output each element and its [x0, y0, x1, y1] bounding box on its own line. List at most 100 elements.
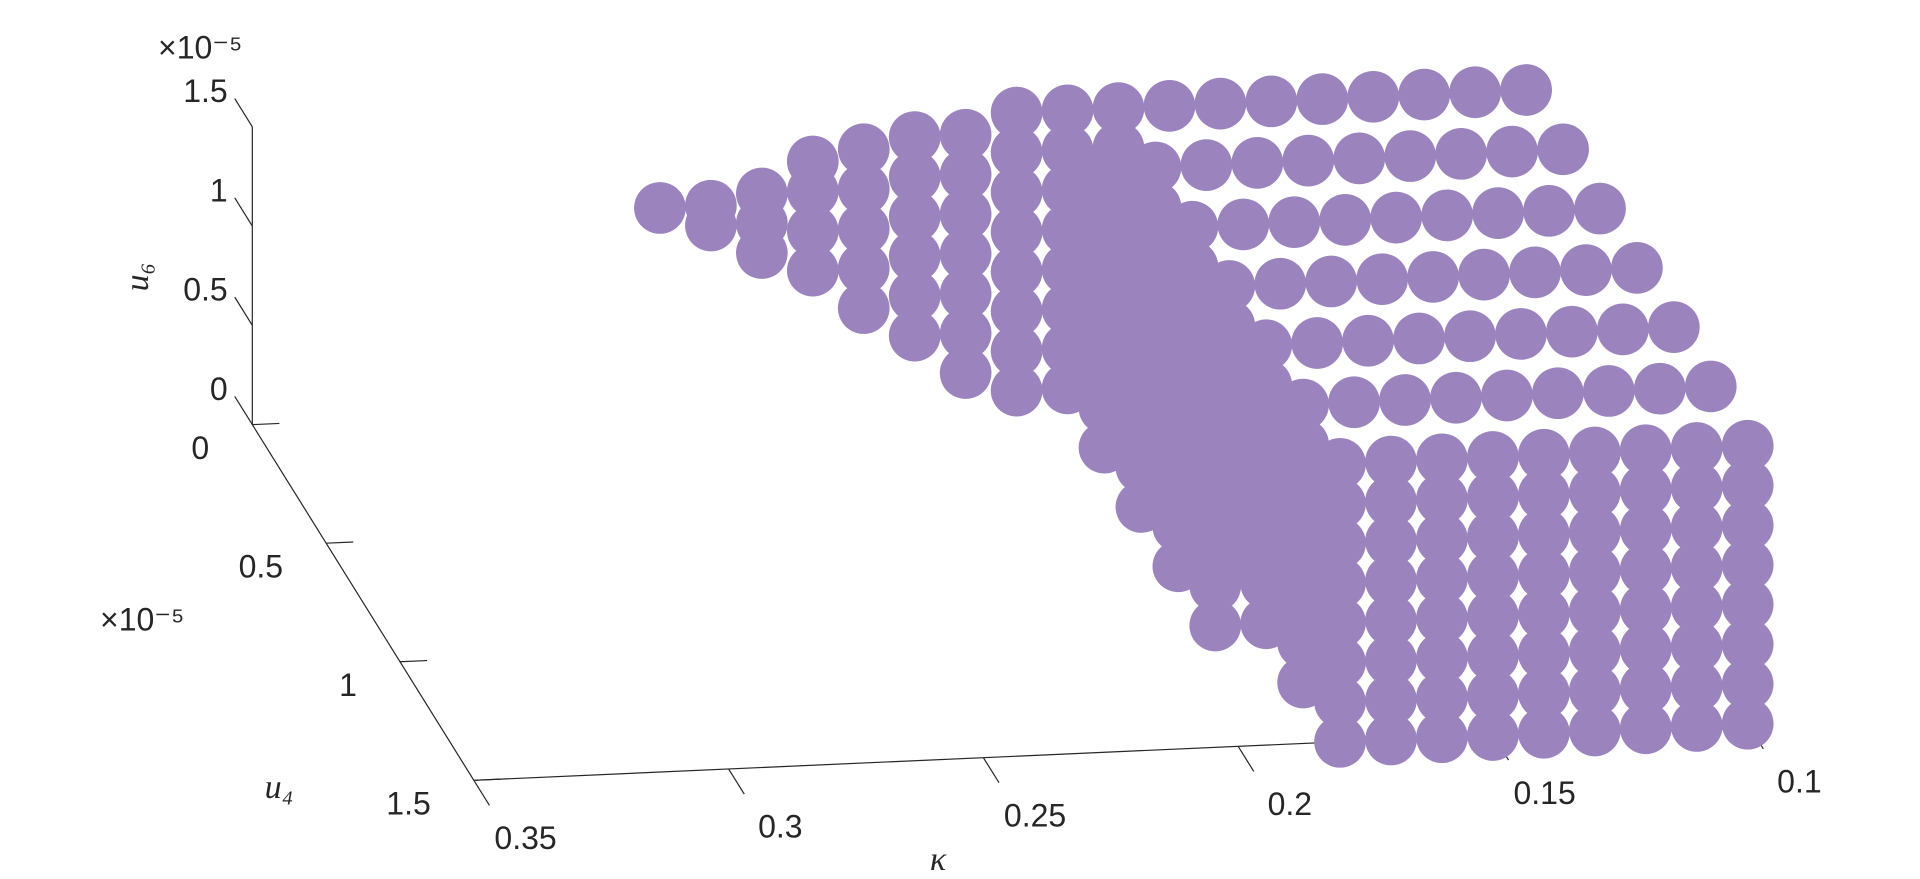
- point: [1314, 596, 1366, 649]
- y-multiplier: ×10⁻⁵: [100, 601, 184, 637]
- point: [1416, 473, 1468, 525]
- point: [1333, 132, 1386, 185]
- point: [1670, 620, 1723, 673]
- point: [1189, 401, 1242, 453]
- point: [1633, 362, 1686, 415]
- point: [939, 188, 992, 241]
- point: [1568, 625, 1621, 677]
- point: [1041, 84, 1094, 137]
- point: [990, 245, 1043, 298]
- point: [1189, 599, 1242, 652]
- point: [1495, 308, 1547, 360]
- point: [1314, 676, 1366, 728]
- point: [1314, 557, 1366, 609]
- point: [1518, 587, 1570, 640]
- point: [1444, 310, 1496, 363]
- point: [1416, 512, 1468, 565]
- point: [1277, 378, 1329, 431]
- point: [1189, 480, 1242, 533]
- point: [888, 309, 941, 362]
- point: [1342, 314, 1394, 367]
- x-tick-label: 0.15: [1513, 775, 1575, 811]
- point: [1619, 702, 1672, 755]
- point: [786, 205, 839, 257]
- point: [1296, 73, 1349, 125]
- y-tick-label: 0.5: [239, 548, 283, 584]
- point: [990, 86, 1043, 139]
- z-tick: [234, 197, 253, 227]
- point: [1416, 711, 1468, 764]
- point: [888, 111, 941, 163]
- point: [1611, 242, 1663, 294]
- point: [1365, 634, 1417, 686]
- point: [1721, 697, 1774, 750]
- point: [837, 282, 890, 334]
- point: [1670, 422, 1723, 474]
- point: [1314, 636, 1366, 689]
- point: [1523, 184, 1575, 237]
- point: [1648, 301, 1700, 353]
- x-tick: [473, 779, 490, 806]
- point: [1180, 139, 1233, 191]
- point: [1481, 369, 1533, 422]
- z-tick: [234, 98, 253, 128]
- point: [1518, 667, 1570, 719]
- z-tick-label: 0: [210, 371, 228, 407]
- point: [990, 166, 1043, 218]
- point: [1416, 632, 1468, 684]
- point: [939, 307, 992, 360]
- point: [1467, 669, 1519, 722]
- point: [939, 148, 992, 201]
- point: [888, 270, 941, 322]
- point: [1518, 468, 1570, 521]
- point: [1240, 319, 1293, 372]
- y-tick: [252, 422, 280, 426]
- point: [1568, 585, 1621, 638]
- point: [939, 267, 992, 320]
- x-tick-label: 0.2: [1268, 786, 1312, 822]
- point: [1291, 317, 1344, 369]
- point: [837, 242, 890, 295]
- point: [1597, 303, 1649, 356]
- point: [1254, 257, 1307, 310]
- point: [1245, 75, 1298, 128]
- point: [837, 123, 890, 176]
- point: [1314, 517, 1366, 570]
- point: [1217, 198, 1270, 251]
- point: [1189, 361, 1242, 414]
- point: [1721, 658, 1774, 710]
- point: [1092, 82, 1145, 134]
- point: [1449, 66, 1502, 119]
- point: [990, 126, 1043, 179]
- point: [837, 163, 890, 215]
- point: [1458, 248, 1510, 301]
- point: [1393, 312, 1445, 365]
- point: [685, 179, 737, 232]
- point: [1365, 554, 1417, 607]
- point: [1472, 187, 1524, 239]
- point: [1370, 191, 1423, 244]
- point: [1721, 538, 1774, 591]
- point: [1518, 627, 1570, 680]
- point: [1115, 203, 1168, 255]
- z-multiplier: ×10⁻⁵: [158, 29, 242, 65]
- point: [1129, 141, 1182, 194]
- point: [939, 108, 992, 161]
- point: [786, 244, 839, 297]
- point: [1619, 543, 1672, 596]
- point: [1574, 182, 1626, 235]
- point: [1546, 305, 1598, 358]
- point: [1365, 713, 1417, 766]
- point: [1670, 541, 1723, 593]
- point: [1398, 68, 1451, 121]
- y-tick-label: 0: [191, 430, 209, 466]
- point: [1619, 622, 1672, 675]
- point: [1670, 580, 1723, 633]
- point: [1416, 433, 1468, 486]
- point: [1365, 475, 1417, 528]
- point: [990, 325, 1043, 377]
- point: [1684, 360, 1737, 413]
- y-tick-label: 1: [339, 667, 357, 703]
- x-axis-label: κ: [930, 841, 947, 878]
- point: [1619, 424, 1672, 477]
